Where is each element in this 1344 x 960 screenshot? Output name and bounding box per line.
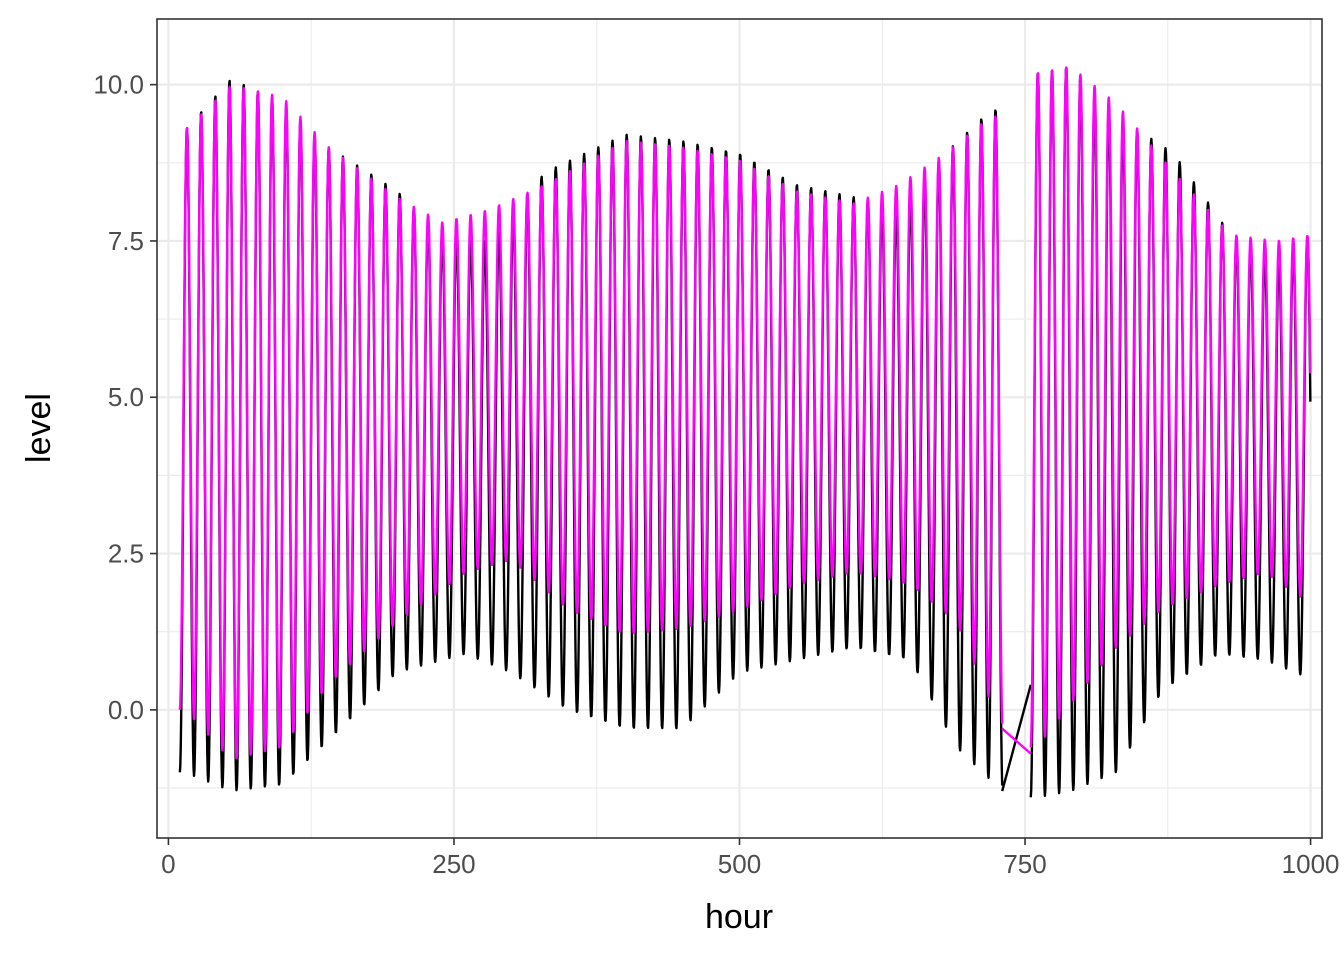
- x-tick-label: 0: [161, 849, 175, 879]
- y-axis-title: level: [20, 393, 58, 463]
- y-tick-label: 0.0: [108, 695, 144, 725]
- x-tick-labels: 0 250 500 750 1000: [161, 849, 1339, 879]
- y-tick-labels: 0.0 2.5 5.0 7.5 10.0: [93, 70, 144, 725]
- y-tick-label: 7.5: [108, 226, 144, 256]
- y-tick-label: 5.0: [108, 382, 144, 412]
- series-1-gap-connector: [1001, 684, 1032, 792]
- series-layer: [178, 66, 1312, 798]
- axis-ticks: [150, 83, 1312, 845]
- series-2-gap-connector: [1001, 727, 1032, 755]
- y-tick-label: 10.0: [93, 70, 144, 100]
- x-tick-label: 1000: [1282, 849, 1340, 879]
- x-tick-label: 250: [432, 849, 475, 879]
- series-2-line: [178, 66, 1312, 760]
- x-axis-title: hour: [705, 898, 773, 936]
- x-tick-label: 500: [718, 849, 761, 879]
- x-tick-label: 750: [1003, 849, 1046, 879]
- y-tick-label: 2.5: [108, 539, 144, 569]
